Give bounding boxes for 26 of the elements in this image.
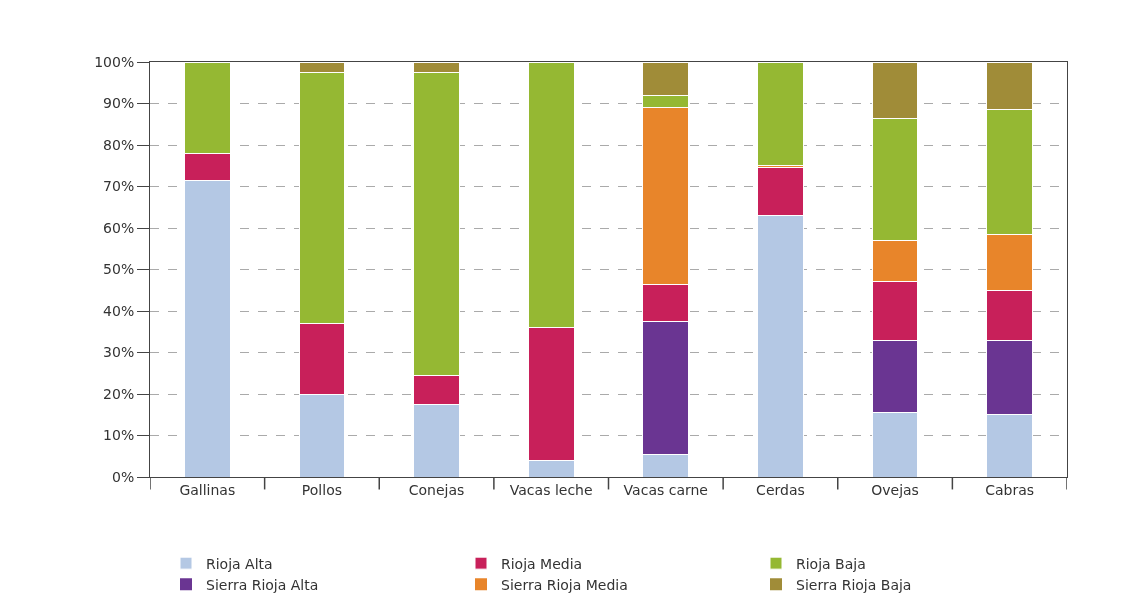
y-tick-label: 60% — [103, 219, 135, 236]
x-tick-label: Ovejas — [871, 481, 919, 498]
x-tick-label: Cerdas — [756, 481, 805, 498]
legend-label: Sierra Rioja Alta — [206, 576, 319, 593]
y-tick-label: 40% — [103, 302, 135, 319]
y-tick-label: 70% — [103, 178, 135, 195]
legend-label: Rioja Alta — [206, 555, 273, 572]
y-tick-label: 10% — [103, 427, 135, 444]
y-tick-label: 90% — [103, 95, 135, 112]
bar — [757, 62, 804, 167]
y-tick-label: 0% — [111, 468, 135, 485]
legend-label: Sierra Rioja Baja — [796, 576, 912, 593]
x-tick-label: Vacas leche — [509, 481, 593, 498]
y-tick-label: 50% — [103, 261, 135, 278]
y-tick-label: 20% — [103, 385, 135, 402]
legend-label: Rioja Media — [501, 555, 583, 572]
y-tick-label: 30% — [103, 344, 135, 361]
x-tick-label: Pollos — [301, 481, 343, 498]
x-tick-label: Gallinas — [179, 481, 236, 498]
x-tick-label: Cabras — [985, 481, 1035, 498]
legend-label: Sierra Rioja Media — [501, 576, 628, 593]
x-tick-label: Conejas — [408, 481, 465, 498]
y-tick-label: 80% — [103, 136, 135, 153]
legend-label: Rioja Baja — [796, 555, 866, 572]
y-tick-label: 100% — [94, 53, 135, 70]
x-tick-label: Vacas carne — [623, 481, 708, 498]
